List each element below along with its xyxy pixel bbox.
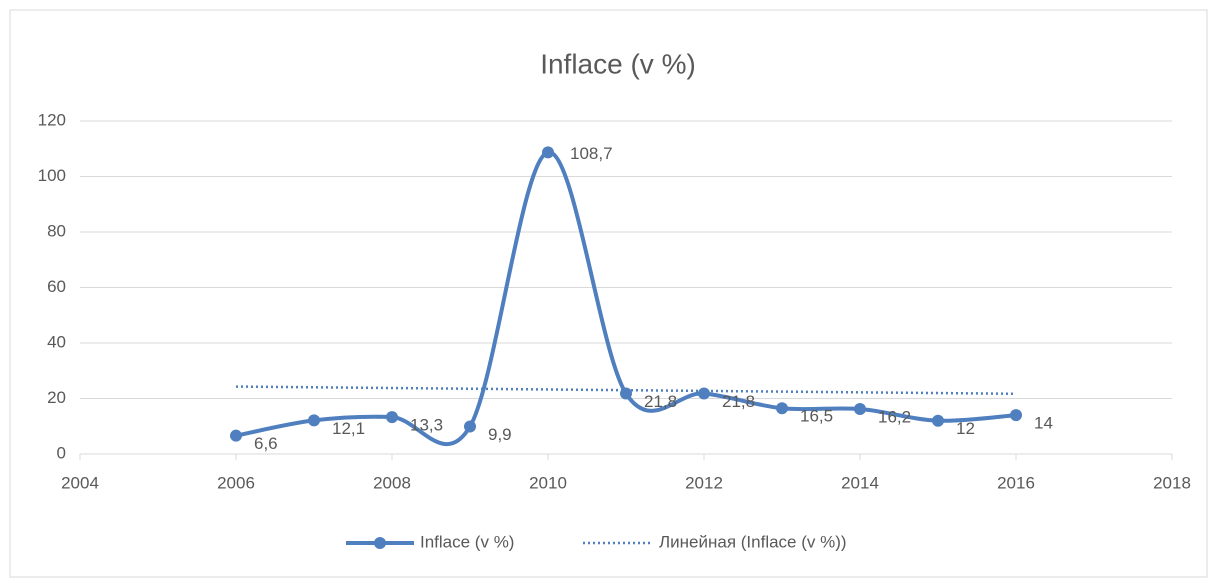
data-point — [620, 387, 632, 400]
y-tick-label: 80 — [47, 221, 66, 240]
x-tick-label: 2012 — [685, 473, 723, 492]
data-label: 6,6 — [254, 434, 278, 453]
y-tick-label: 20 — [47, 388, 66, 407]
chart-frame — [9, 9, 1208, 578]
x-tick-label: 2018 — [1153, 473, 1191, 492]
data-point — [230, 429, 242, 442]
data-point — [1010, 409, 1022, 422]
chart-title: Inflace (v %) — [540, 48, 696, 79]
y-tick-label: 60 — [47, 277, 66, 296]
data-point — [464, 420, 476, 433]
data-label: 9,9 — [488, 425, 512, 444]
legend-marker — [374, 537, 386, 549]
x-tick-label: 2010 — [529, 473, 567, 492]
data-point — [542, 146, 554, 159]
data-label: 12,1 — [332, 419, 365, 438]
data-point — [308, 414, 320, 427]
data-label: 16,5 — [800, 407, 833, 426]
y-tick-label: 40 — [47, 332, 66, 351]
x-tick-label: 2014 — [841, 473, 879, 492]
x-tick-label: 2016 — [997, 473, 1035, 492]
data-point — [932, 414, 944, 427]
data-label: 14 — [1034, 414, 1053, 433]
data-label: 21,8 — [644, 392, 677, 411]
y-tick-label: 100 — [38, 166, 66, 185]
data-point — [698, 387, 710, 400]
data-label: 21,8 — [722, 392, 755, 411]
y-tick-label: 0 — [57, 443, 66, 462]
data-point — [854, 403, 866, 416]
data-point — [386, 411, 398, 424]
data-label: 13,3 — [410, 416, 443, 435]
x-tick-label: 2006 — [217, 473, 255, 492]
data-label: 108,7 — [570, 144, 613, 163]
legend-label: Линейная (Inflace (v %)) — [659, 532, 847, 551]
data-point — [776, 402, 788, 415]
legend-label: Inflace (v %) — [420, 532, 514, 551]
data-label: 12 — [956, 419, 975, 438]
x-tick-label: 2004 — [61, 473, 99, 492]
data-label: 16,2 — [878, 408, 911, 427]
x-tick-label: 2008 — [373, 473, 411, 492]
y-tick-label: 120 — [38, 110, 66, 129]
